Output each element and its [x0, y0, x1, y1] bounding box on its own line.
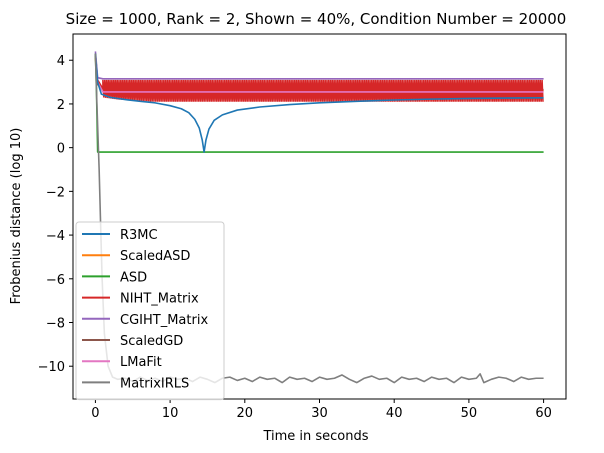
y-tick-label: 4	[57, 54, 65, 69]
y-tick-label: 2	[57, 98, 65, 113]
x-axis-title: Time in seconds	[262, 429, 368, 444]
x-tick-label: 60	[535, 406, 552, 421]
legend-label-lmafit: LMaFit	[120, 355, 162, 370]
legend-label-niht-matrix: NIHT_Matrix	[120, 292, 199, 307]
x-tick-label: 0	[91, 406, 99, 421]
y-tick-label: 0	[57, 142, 65, 157]
series-line-niht-matrix	[94, 53, 544, 102]
legend-label-asd: ASD	[120, 270, 147, 285]
x-tick-label: 10	[162, 406, 179, 421]
plot-frame	[72, 33, 567, 400]
x-tick-label: 20	[237, 406, 254, 421]
y-tick-label: −2	[46, 185, 65, 200]
x-tick-label: 40	[386, 406, 403, 421]
legend-label-cgiht-matrix: CGIHT_Matrix	[120, 313, 208, 328]
legend-label-scaledgd: ScaledGD	[120, 334, 183, 349]
legend-label-scaledasd: ScaledASD	[120, 249, 190, 264]
legend-box	[75, 221, 225, 401]
y-tick-label: −8	[46, 317, 65, 332]
y-tick-label: −4	[46, 229, 65, 244]
legend: R3MC ScaledASD ASD NIHT_Matrix CGIHT_Matrix S…	[75, 221, 225, 401]
y-axis-title: Frobenius distance (log 10)	[9, 128, 24, 305]
series-line-r3mc	[94, 53, 544, 153]
y-tick-label: −6	[46, 273, 65, 288]
chart-title: Size = 1000, Rank = 2, Shown = 40%, Cond…	[66, 10, 567, 28]
x-tick-label: 50	[461, 406, 478, 421]
y-tick-label: −10	[38, 360, 65, 375]
legend-label-r3mc: R3MC	[120, 228, 158, 243]
legend-label-matrixirls: MatrixIRLS	[120, 376, 189, 391]
x-tick-label: 30	[311, 406, 328, 421]
